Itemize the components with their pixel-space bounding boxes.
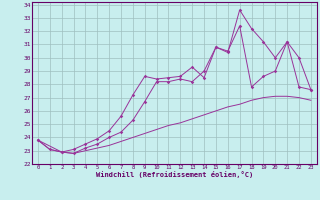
X-axis label: Windchill (Refroidissement éolien,°C): Windchill (Refroidissement éolien,°C) — [96, 171, 253, 178]
